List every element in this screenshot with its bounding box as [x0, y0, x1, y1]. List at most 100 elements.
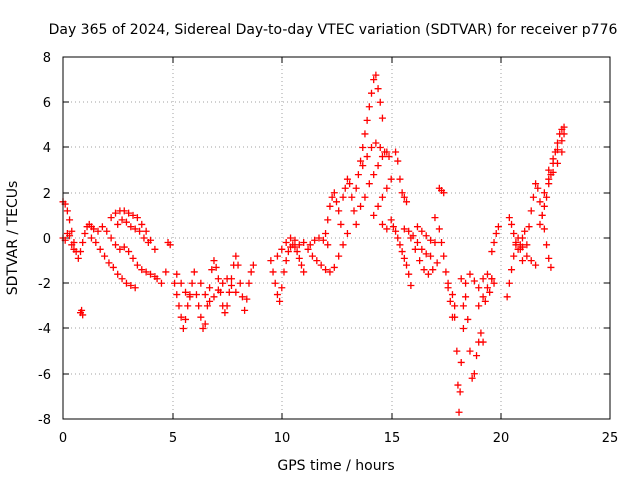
- data-point: [214, 286, 222, 294]
- data-point: [306, 241, 314, 249]
- data-point: [357, 157, 365, 165]
- data-point: [372, 139, 380, 147]
- data-point: [464, 315, 472, 323]
- data-point: [536, 198, 544, 206]
- data-point: [518, 234, 526, 242]
- data-point: [363, 153, 371, 161]
- data-point: [553, 146, 561, 154]
- data-point: [346, 180, 354, 188]
- data-point: [335, 252, 343, 260]
- y-tick-label: 6: [43, 96, 51, 111]
- data-point: [151, 245, 159, 253]
- data-point: [232, 288, 240, 296]
- data-point: [295, 254, 303, 262]
- data-point: [249, 261, 257, 269]
- data-point: [133, 214, 141, 222]
- data-point: [107, 234, 115, 242]
- data-point: [317, 261, 325, 269]
- data-point: [197, 313, 205, 321]
- data-point: [405, 270, 413, 278]
- data-point: [127, 282, 135, 290]
- y-tick-label: -2: [38, 277, 51, 292]
- data-point: [378, 153, 386, 161]
- data-point: [140, 234, 148, 242]
- data-point: [300, 268, 308, 276]
- data-point: [418, 245, 426, 253]
- data-point: [400, 254, 408, 262]
- data-point: [352, 220, 360, 228]
- data-point: [440, 189, 448, 197]
- data-point: [488, 275, 496, 283]
- data-point: [521, 227, 529, 235]
- data-point: [365, 180, 373, 188]
- data-point: [407, 234, 415, 242]
- data-point: [177, 279, 185, 287]
- data-point: [352, 184, 360, 192]
- data-point: [416, 257, 424, 265]
- y-axis-label: SDTVAR / TECUs: [5, 181, 21, 296]
- data-point: [238, 293, 246, 301]
- data-point: [343, 175, 351, 183]
- data-point: [118, 216, 126, 224]
- data-point: [129, 211, 137, 219]
- data-point: [508, 220, 516, 228]
- data-point: [490, 279, 498, 287]
- data-point: [459, 302, 467, 310]
- data-point: [182, 315, 190, 323]
- data-point: [359, 144, 367, 151]
- data-point: [381, 148, 389, 156]
- data-point: [427, 236, 435, 244]
- x-tick-label: 10: [274, 431, 291, 446]
- data-point: [383, 184, 391, 192]
- data-point: [175, 302, 183, 310]
- data-point: [466, 270, 474, 278]
- data-point: [523, 252, 531, 260]
- data-point: [378, 220, 386, 228]
- data-point: [186, 293, 194, 301]
- data-point: [422, 232, 430, 240]
- data-point: [422, 250, 430, 258]
- data-point: [479, 338, 487, 346]
- data-point: [144, 239, 152, 247]
- data-point: [107, 214, 115, 222]
- data-point: [221, 309, 229, 317]
- data-point: [287, 234, 295, 242]
- data-point: [470, 370, 478, 378]
- y-tick-label: 4: [43, 141, 51, 156]
- data-point: [63, 207, 71, 215]
- data-point: [392, 148, 400, 156]
- y-tick-label: -6: [38, 368, 51, 383]
- data-point: [232, 252, 240, 260]
- data-point: [273, 252, 281, 260]
- data-point: [142, 268, 150, 276]
- data-point: [431, 239, 439, 247]
- data-point: [527, 207, 535, 215]
- data-point: [147, 270, 155, 278]
- data-point: [153, 275, 161, 283]
- data-point: [66, 232, 74, 240]
- data-point: [103, 227, 111, 235]
- data-point: [457, 275, 465, 283]
- data-point: [370, 76, 378, 84]
- data-point: [192, 291, 200, 299]
- data-point: [101, 252, 109, 260]
- y-tick-label: 2: [43, 187, 51, 202]
- plot-frame: [62, 56, 611, 420]
- data-point: [435, 225, 443, 233]
- data-point: [131, 225, 139, 233]
- data-point: [335, 207, 343, 215]
- data-point: [330, 189, 338, 197]
- data-point: [462, 293, 470, 301]
- data-point: [545, 254, 553, 262]
- data-point: [488, 248, 496, 256]
- data-point: [466, 347, 474, 355]
- data-point: [370, 171, 378, 179]
- data-point: [545, 175, 553, 183]
- data-point: [223, 302, 231, 310]
- x-tick-labels: 0 5 10 15 20 25: [59, 431, 618, 446]
- x-tick-label: 20: [493, 431, 510, 446]
- data-point: [455, 408, 463, 416]
- data-point: [245, 279, 253, 287]
- data-point: [444, 279, 452, 287]
- data-point: [127, 223, 135, 231]
